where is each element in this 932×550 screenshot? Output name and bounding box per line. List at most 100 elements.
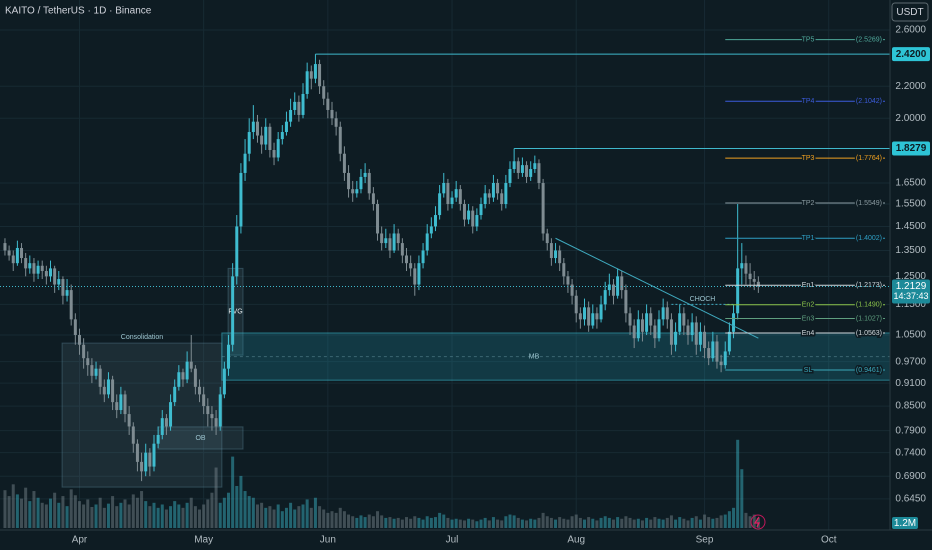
candle-body [24,258,28,269]
x-tick-label: Jun [320,535,336,546]
volume-bar [475,521,479,528]
volume-bar [255,504,259,528]
candle-body [690,322,694,335]
candle-body [77,334,81,345]
candle-body [73,319,77,335]
volume-bar [309,507,313,528]
volume-bar [148,506,152,528]
volume-bar [595,520,599,528]
candle-body [545,233,549,244]
x-tick-label: Apr [72,535,88,546]
volume-bar [417,517,421,528]
y-tick-label: 0.6450 [895,494,926,505]
candle-body [599,304,603,320]
candle-body [301,93,305,115]
level-name: TP4 [802,98,815,105]
volume-bar [508,514,512,528]
x-tick-label: Sep [696,535,714,546]
candle-body [429,226,433,234]
volume-bar [421,519,425,528]
candle-body [744,263,748,274]
candle-body [289,109,293,122]
volume-bar [396,517,400,528]
candle-body [177,372,181,387]
candle-body [607,284,611,291]
candle-body [703,331,707,349]
volume-bar [239,475,243,528]
price-badge [892,141,930,156]
candle-body [512,161,516,170]
candle-body [206,406,210,415]
candle-body [491,182,495,198]
candle-body [342,153,346,173]
candle-body [202,394,206,407]
level-name: SL [804,367,813,374]
candle-body [471,210,475,227]
volume-bar [661,519,665,528]
y-tick-label: 2.2000 [895,81,926,92]
volume-bar [264,507,268,528]
volume-bar [86,499,90,528]
candle-body [636,319,640,339]
volume-bar [363,517,367,528]
candle-body [529,169,533,177]
candle-body [525,165,529,177]
volume-bar [554,519,558,528]
candle-body [15,247,19,264]
candle-body [500,193,504,205]
currency-label[interactable]: USDT [896,7,923,18]
candle-body [40,265,44,272]
candle-body [682,313,686,326]
volume-bar [119,502,123,528]
volume-bar [636,518,640,528]
volume-bar [198,509,202,528]
volume-bar [293,509,297,528]
candle-body [351,189,355,194]
candle-body [467,210,471,220]
volume-bar [102,507,106,528]
x-tick-label: Aug [567,535,585,546]
volume-bar [558,517,562,528]
volume-bar [496,519,500,528]
level-value: (1.5549) [856,200,882,207]
volume-bar [653,517,657,528]
candle-body [661,307,665,320]
volume-bar [218,502,222,528]
volume-bar [545,516,549,528]
candle-body [193,368,197,387]
candle-body [334,118,338,127]
volume-bar [289,502,293,528]
volume-bar [115,506,119,528]
volume-bar [487,520,491,528]
alert-icon[interactable] [750,514,766,530]
level-value: (1.1027) [856,315,882,322]
candle-body [748,273,752,280]
level-name: En2 [802,302,815,309]
currency-button[interactable] [891,2,929,22]
candle-body [322,86,326,99]
trendline [555,237,759,339]
volume-bar [65,506,69,528]
candle-body [409,263,413,269]
candle-body [433,215,437,227]
y-tick-label: 1.4500 [895,221,926,232]
candle-body [587,307,591,326]
y-tick-label: 0.9700 [895,356,926,367]
candle-body [417,263,421,285]
candle-body [496,182,500,194]
candle-body [156,434,160,444]
volume-bar [682,518,686,528]
volume-bar [392,518,396,528]
volume-bar [342,511,346,528]
volume-bar [405,517,409,528]
volume-bar [429,517,433,528]
candle-body [69,290,73,320]
volume-bar [715,517,719,528]
volume-bar [169,506,173,528]
candle-body [715,341,719,362]
level-value: (1.1490) [856,302,882,309]
volume-bar [400,519,404,528]
volume-bar [152,502,156,528]
candle-body [674,331,678,345]
volume-bar [202,504,206,528]
